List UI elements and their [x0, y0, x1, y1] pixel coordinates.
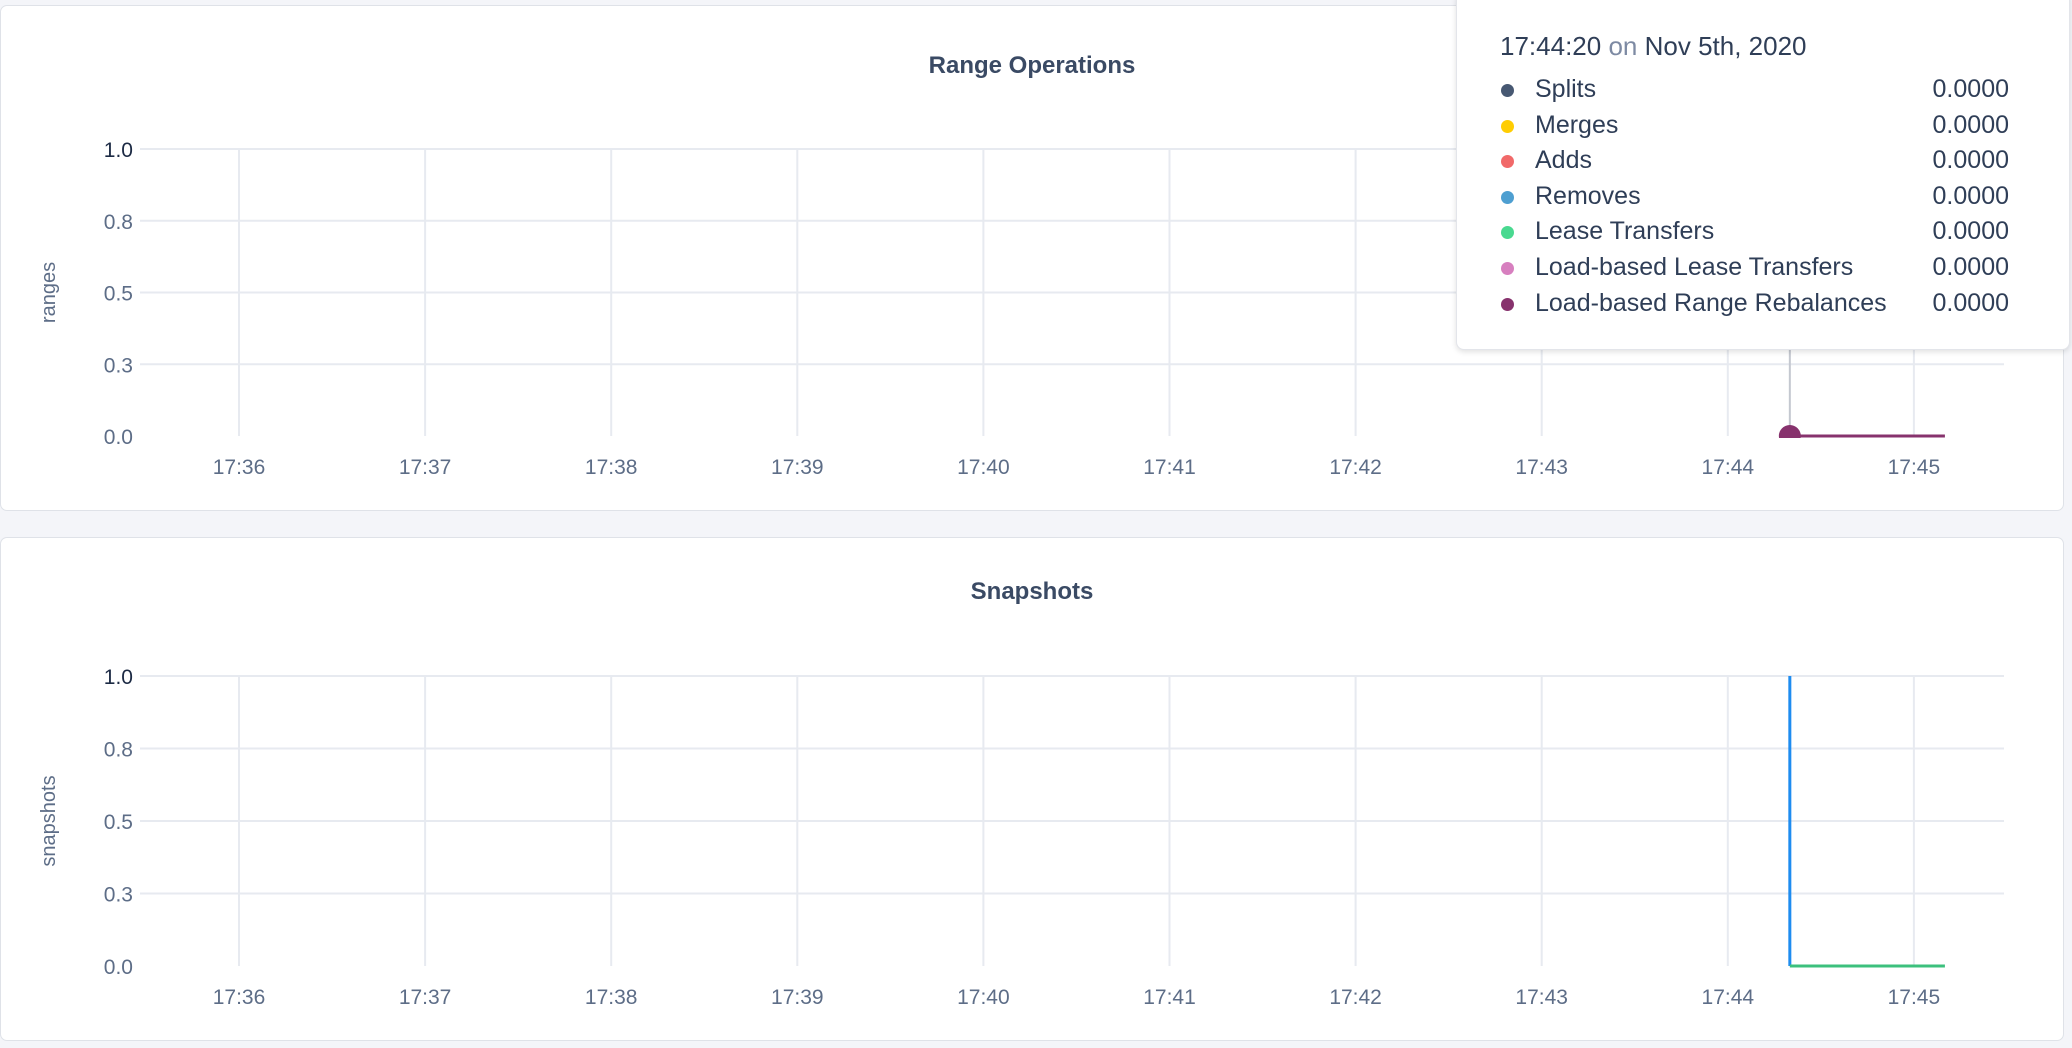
y-tick-label: 0.8: [104, 211, 133, 234]
series-color-dot-icon: [1501, 119, 1514, 133]
x-tick-label: 17:41: [1143, 456, 1196, 479]
x-tick-label: 17:44: [1702, 456, 1755, 479]
x-tick-label: 17:42: [1329, 456, 1382, 479]
x-tick-label: 17:38: [585, 456, 638, 479]
x-tick-label: 17:36: [213, 456, 266, 479]
y-tick-label: 0.3: [104, 884, 133, 907]
series-value: 0.0000: [1932, 181, 2009, 210]
y-tick-label: 1.0: [104, 139, 133, 162]
x-tick-label: 17:43: [1515, 456, 1568, 479]
x-tick-label: 17:37: [399, 986, 452, 1009]
series-color-dot-icon: [1501, 190, 1514, 204]
x-tick-label: 17:45: [1888, 456, 1941, 479]
tooltip-row: Load-based Range Rebalances 0.0000: [1457, 287, 2069, 321]
tooltip-row: Load-based Lease Transfers 0.0000: [1457, 251, 2069, 285]
x-tick-label: 17:45: [1888, 986, 1941, 1009]
x-tick-label: 17:39: [771, 456, 824, 479]
y-tick-label: 0.0: [104, 956, 133, 979]
snapshots-chart[interactable]: 0.0 0.3 0.5 0.8 1.0 17:36 17:37 17:38 17:39 17:40…: [1, 538, 2065, 1042]
series-label: Load-based Lease Transfers: [1535, 253, 1854, 281]
snapshots-panel: Snapshots 0.0 0.3 0.5 0.8 1.0 17:36 17:37 17:38…: [0, 537, 2064, 1041]
series-label: Splits: [1535, 75, 1597, 103]
x-tick-label: 17:41: [1143, 986, 1196, 1009]
series-value: 0.0000: [1932, 146, 2009, 175]
x-tick-label: 17:37: [399, 456, 452, 479]
tooltip-row: Adds 0.0000: [1457, 144, 2069, 178]
series-value: 0.0000: [1932, 110, 2009, 139]
y-axis-label: ranges: [38, 262, 60, 323]
series-value: 0.0000: [1932, 75, 2009, 103]
series-label: Removes: [1535, 181, 1641, 210]
chart-title: Snapshots: [970, 578, 1094, 605]
y-axis-label: snapshots: [38, 775, 60, 866]
tooltip-date: Nov 5th, 2020: [1644, 31, 1807, 61]
x-tick-label: 17:42: [1329, 986, 1382, 1009]
series-color-dot-icon: [1501, 84, 1514, 97]
series-label: Adds: [1535, 146, 1592, 175]
tooltip-header: 17:44:20 on Nov 5th, 2020: [1500, 31, 1807, 62]
y-tick-label: 0.3: [104, 354, 133, 377]
series-color-dot-icon: [1501, 155, 1514, 169]
y-tick-label: 0.8: [104, 739, 133, 762]
x-tick-label: 17:39: [771, 986, 824, 1009]
tooltip-on: on: [1608, 31, 1638, 61]
x-tick-label: 17:43: [1515, 986, 1568, 1009]
series-color-dot-icon: [1501, 297, 1514, 311]
y-tick-label: 0.0: [104, 426, 133, 449]
hover-tooltip: 17:44:20 on Nov 5th, 2020 Splits 0.0000 Me…: [1456, 0, 2070, 350]
y-tick-label: 0.5: [104, 283, 133, 306]
tooltip-row: Splits 0.0000: [1457, 73, 2069, 107]
x-tick-label: 17:40: [957, 986, 1010, 1009]
series-color-dot-icon: [1501, 226, 1514, 240]
tooltip-row: Removes 0.0000: [1457, 180, 2069, 214]
tooltip-row: Merges 0.0000: [1457, 109, 2069, 143]
series-label: Merges: [1535, 110, 1619, 139]
marker-clip: [1775, 438, 1804, 452]
x-tick-label: 17:40: [957, 456, 1010, 479]
x-tick-label: 17:36: [213, 986, 266, 1009]
tooltip-time: 17:44:20: [1500, 31, 1602, 61]
tooltip-row: Lease Transfers 0.0000: [1457, 215, 2069, 249]
series-color-dot-icon: [1501, 262, 1514, 275]
y-tick-label: 1.0: [104, 666, 133, 689]
chart-title: Range Operations: [928, 52, 1136, 79]
series-value: 0.0000: [1932, 288, 2009, 317]
series-label: Load-based Range Rebalances: [1535, 288, 1887, 317]
series-label: Lease Transfers: [1535, 217, 1715, 246]
series-value: 0.0000: [1932, 253, 2009, 281]
y-tick-label: 0.5: [104, 811, 133, 834]
x-tick-label: 17:44: [1702, 986, 1755, 1009]
series-value: 0.0000: [1932, 217, 2009, 246]
x-tick-label: 17:38: [585, 986, 638, 1009]
